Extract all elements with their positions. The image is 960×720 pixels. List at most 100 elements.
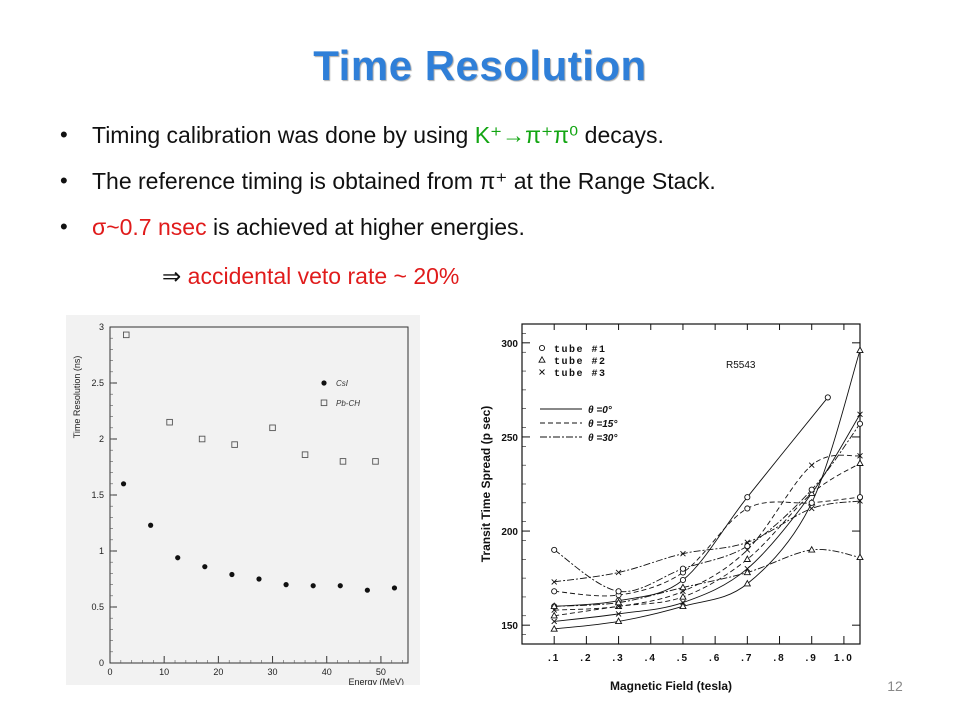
legend-label: tube #2 <box>554 356 607 368</box>
y-tick-label: 250 <box>501 433 518 444</box>
bullet-text: is achieved at higher energies. <box>206 214 525 240</box>
bullet-dot-icon: • <box>60 122 68 147</box>
csi-point <box>229 571 235 578</box>
data-point <box>550 624 558 632</box>
data-point <box>679 576 687 584</box>
y-tick-label: 3 <box>99 322 104 332</box>
x-tick-label: 20 <box>213 667 223 677</box>
data-point <box>551 618 558 625</box>
y-axis-label: Transit Time Spread (p sec) <box>479 406 493 563</box>
csi-point <box>337 583 343 589</box>
data-point <box>744 494 751 501</box>
pbch-point <box>123 331 130 339</box>
x-tick-label: .9 <box>806 653 818 664</box>
data-point <box>679 592 687 600</box>
transit-time-chart: 150 200 250 300 .1 .2 .3 .4 .5 .6 .7 .8 .9 1.0 Magneti… <box>468 316 868 694</box>
pion-symbol: π⁺ <box>479 168 508 194</box>
legend-label: tube #1 <box>554 344 607 356</box>
data-point <box>743 568 752 576</box>
y-tick-label: 150 <box>501 621 518 632</box>
x-tick-label: .6 <box>709 653 721 664</box>
data-point <box>808 462 815 468</box>
data-point <box>743 579 752 587</box>
data-point <box>679 565 687 572</box>
x-tick-label: .4 <box>645 653 657 664</box>
decay-formula: K⁺→π⁺π⁰ <box>474 122 579 148</box>
data-point <box>551 579 558 585</box>
data-point <box>744 505 751 512</box>
csi-point <box>120 481 127 487</box>
data-point <box>856 553 864 561</box>
x-tick-label: 10 <box>159 667 169 677</box>
page-number: 12 <box>887 678 903 694</box>
series-line <box>554 414 861 622</box>
data-point <box>856 420 864 427</box>
data-point <box>807 545 816 553</box>
data-point <box>680 550 686 557</box>
y-tick-label: 2 <box>99 434 104 444</box>
resolution-value: σ~0.7 nsec <box>92 214 207 240</box>
bullet-list: • Timing calibration was done by using K… <box>60 112 716 250</box>
conclusion-line: ⇒ accidental veto rate ~ 20% <box>162 258 459 294</box>
y-tick-label: 0 <box>99 658 104 668</box>
bullet-dot-icon: • <box>60 214 68 239</box>
legend-marker <box>538 344 546 352</box>
chart-background <box>468 316 868 694</box>
data-point <box>550 602 558 610</box>
bullet-text: at the Range Stack. <box>507 168 716 194</box>
csi-point <box>310 583 316 589</box>
data-point <box>679 602 687 610</box>
data-point <box>680 599 686 606</box>
slide-title: Time Resolution <box>313 42 647 89</box>
csi-point <box>256 576 262 582</box>
bullet-text: The reference timing is obtained from <box>92 168 480 194</box>
pbch-point <box>198 435 206 443</box>
y-tick-label: 1.5 <box>91 490 104 500</box>
data-point <box>856 459 864 466</box>
legend-label: θ =15° <box>588 419 618 430</box>
x-tick-label: 50 <box>376 667 386 677</box>
legend-label: θ =0° <box>588 405 613 416</box>
legend-marker-pbch <box>320 399 328 407</box>
bullet-item: • σ~0.7 nsec is achieved at higher energ… <box>60 204 716 250</box>
bullet-item: • Timing calibration was done by using K… <box>60 112 716 158</box>
csi-point <box>175 555 181 561</box>
data-point <box>743 555 752 562</box>
data-point <box>808 486 815 493</box>
csi-point <box>283 582 289 588</box>
data-point <box>808 499 815 506</box>
x-tick-label: 1.0 <box>834 653 854 664</box>
legend-marker-csi <box>321 380 327 386</box>
x-tick-label: .1 <box>548 653 560 664</box>
data-point <box>615 569 622 576</box>
y-tick-label: 2.5 <box>91 378 104 388</box>
bullet-text: Timing calibration was done by using <box>92 122 475 148</box>
legend-label: tube #3 <box>554 368 607 380</box>
implies-arrow-icon: ⇒ <box>162 263 182 289</box>
chart-annotation: R5543 <box>726 360 756 371</box>
legend-marker <box>539 369 545 375</box>
series-line <box>553 423 861 593</box>
data-point <box>856 494 864 501</box>
data-point <box>857 498 863 504</box>
y-tick-label: 1 <box>99 546 104 556</box>
pbch-point <box>301 451 309 458</box>
bullet-item: • The reference timing is obtained from … <box>60 158 716 204</box>
pbch-point <box>339 458 347 465</box>
y-axis-label: Time Resolution (ns) <box>72 356 82 439</box>
x-axis-label: Energy (MeV) <box>348 677 404 685</box>
pbch-point <box>269 424 276 432</box>
x-tick-label: .3 <box>612 653 624 664</box>
conclusion-text: accidental veto rate ~ 20% <box>181 263 460 289</box>
plot-area: 150 200 250 300 .1 .2 .3 .4 .5 .6 .7 .8 .9 1.0 Magneti… <box>479 323 864 693</box>
x-axis-label: Magnetic Field (tesla) <box>610 679 732 693</box>
data-point <box>808 505 815 512</box>
y-tick-label: 0.5 <box>91 602 104 612</box>
x-tick-label: .2 <box>580 653 592 664</box>
data-point <box>744 539 751 546</box>
data-point <box>614 617 623 625</box>
csi-point <box>364 587 370 593</box>
bullet-text: decays. <box>578 122 664 148</box>
